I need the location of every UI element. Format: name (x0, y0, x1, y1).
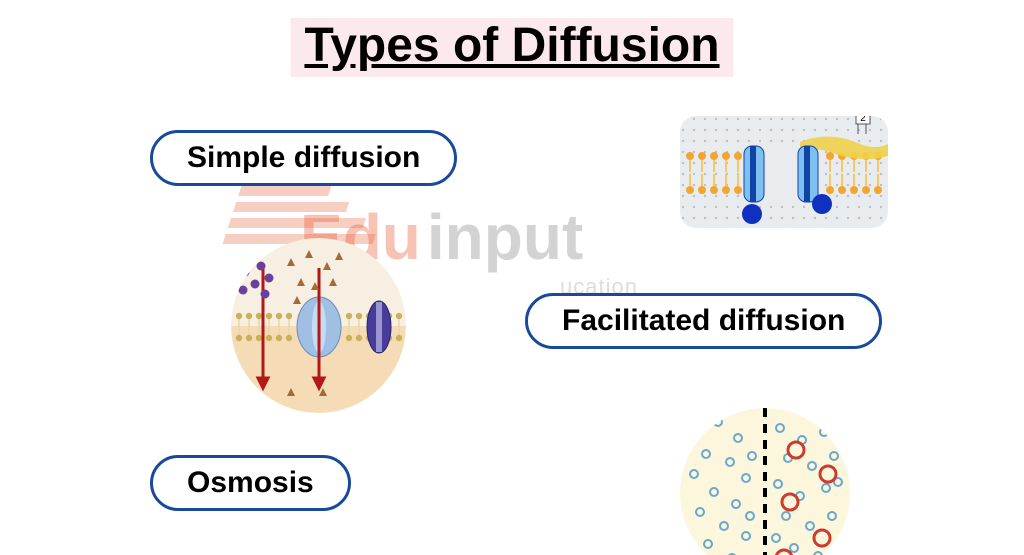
pill-simple-diffusion: Simple diffusion (150, 130, 457, 186)
pill-osmosis: Osmosis (150, 455, 351, 511)
illustration-osmosis (680, 408, 850, 555)
page-title: Types of Diffusion (290, 18, 733, 77)
tag-number: 2 (860, 116, 866, 124)
illustration-facilitated-diffusion (231, 238, 406, 413)
watermark-input: input (427, 200, 583, 274)
illustration-simple-diffusion: 2 (680, 116, 888, 228)
pill-facilitated-diffusion: Facilitated diffusion (525, 293, 882, 349)
